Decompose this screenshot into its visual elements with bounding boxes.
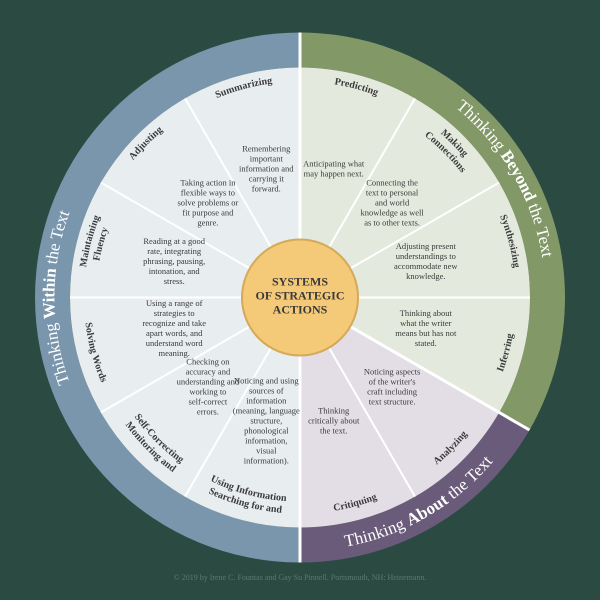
segment-description: Anticipating whatmay happen next. bbox=[303, 159, 365, 179]
wheel-container: Thinking Within the TextThinking Beyond … bbox=[20, 18, 580, 583]
wheel-svg: Thinking Within the TextThinking Beyond … bbox=[20, 18, 580, 578]
segment-description: Noticing aspectsof the writer'scraft inc… bbox=[364, 367, 420, 407]
copyright-text: © 2019 by Irene C. Fountas and Gay Su Pi… bbox=[0, 573, 600, 582]
